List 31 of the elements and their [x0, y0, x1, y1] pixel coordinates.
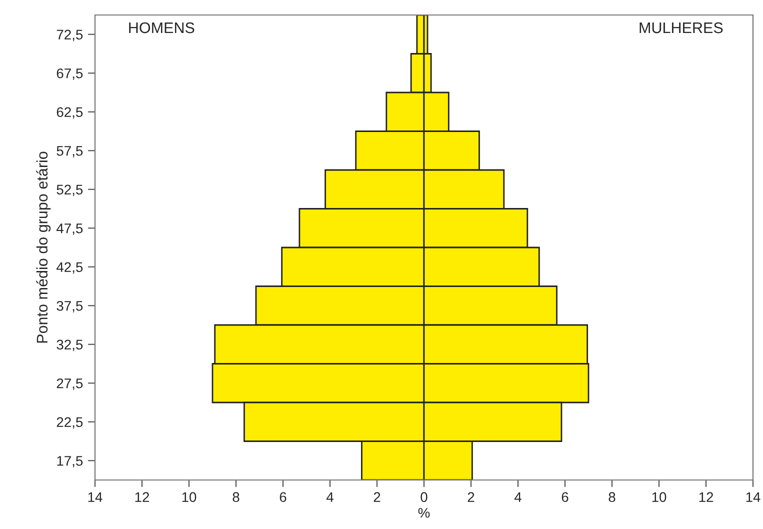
x-tick-label: 6 — [280, 492, 286, 502]
x-tick-label: 10 — [182, 492, 196, 502]
y-tick-label: 52,5 — [56, 184, 83, 196]
x-tick-label: 4 — [514, 492, 522, 502]
annotation: MULHERES — [640, 22, 723, 34]
x-tick-label: 4 — [326, 492, 334, 502]
x-tick-label: 12 — [135, 492, 150, 502]
x-tick-label: 0 — [420, 492, 428, 502]
y-tick-label: 72,5 — [56, 30, 83, 42]
x-tick-label: 2 — [374, 492, 380, 502]
x-tick-label: 8 — [232, 492, 240, 502]
y-tick-label: 57,5 — [56, 146, 83, 158]
x-tick-label: 2 — [468, 492, 474, 502]
x-tick-label: 14 — [88, 492, 102, 502]
y-axis-title: Ponto médio do grupo etário — [36, 152, 51, 343]
x-tick-label: 10 — [652, 492, 666, 502]
y-tick-label: 67,5 — [56, 68, 83, 80]
annotation: HOMENS — [129, 22, 194, 34]
y-tick-label: 62,5 — [56, 107, 83, 119]
x-tick-label: 8 — [608, 492, 616, 502]
y-tick-label: 32,5 — [56, 340, 83, 352]
y-tick-label: 47,5 — [56, 224, 83, 235]
y-tick-label: 37,5 — [56, 300, 83, 312]
y-tick-label: 42,5 — [56, 262, 83, 274]
x-axis-title: % — [418, 508, 430, 518]
y-tick-label: 27,5 — [56, 378, 83, 390]
x-tick-label: 14 — [746, 492, 760, 502]
y-tick-label: 17,5 — [57, 456, 83, 468]
x-tick-label: 12 — [699, 492, 714, 502]
y-tick-label: 22,5 — [56, 417, 83, 429]
x-tick-label: 6 — [562, 492, 568, 502]
